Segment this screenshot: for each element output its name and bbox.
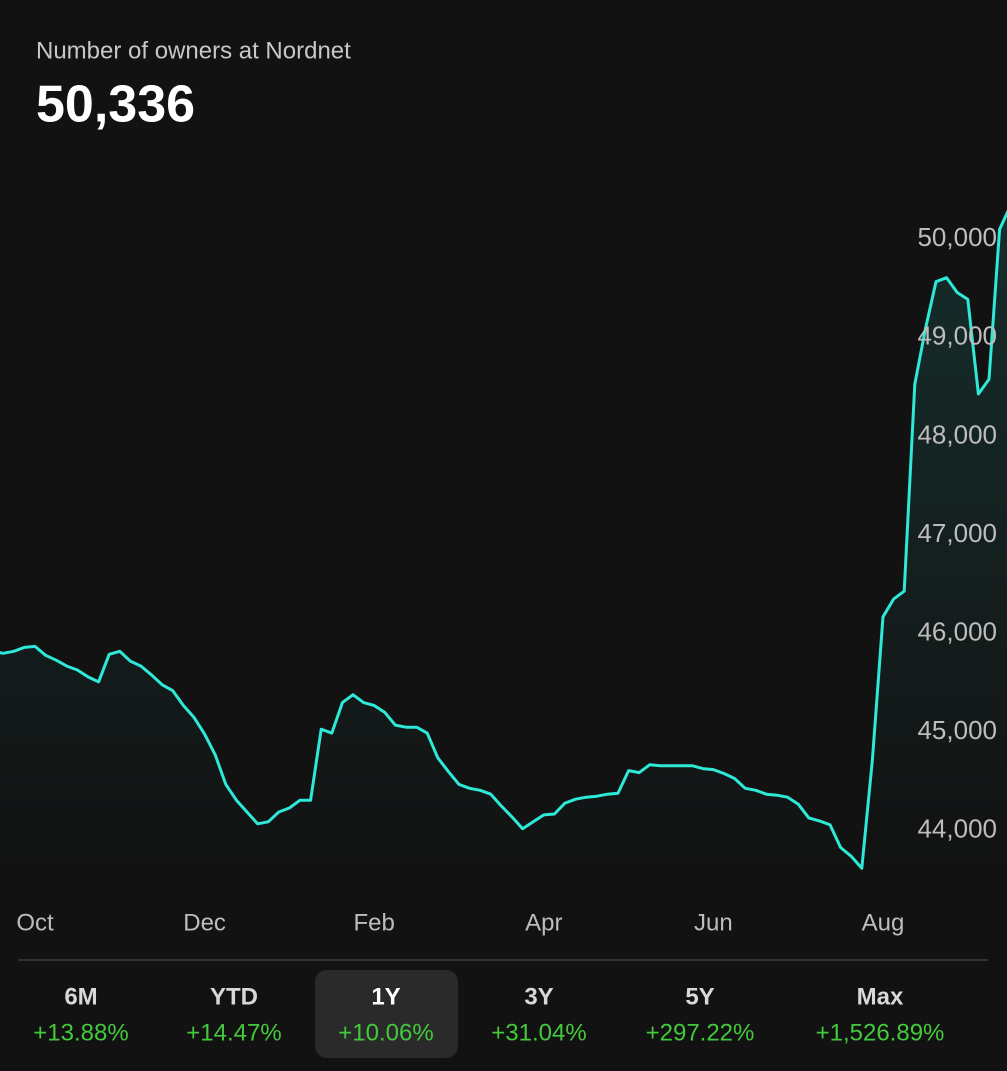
period-change[interactable]: +31.04%: [491, 1019, 586, 1046]
period-change[interactable]: +10.06%: [338, 1019, 433, 1046]
current-value: 50,336: [36, 76, 195, 134]
x-tick-label: Aug: [862, 909, 905, 936]
x-tick-label: Oct: [16, 909, 54, 936]
period-change[interactable]: +297.22%: [646, 1019, 755, 1046]
selected-tab[interactable]: [315, 970, 458, 1058]
area-fill: [0, 213, 1007, 880]
chart-title: Number of owners at Nordnet: [36, 37, 351, 64]
period-change[interactable]: +13.88%: [33, 1019, 128, 1046]
period-label[interactable]: YTD: [210, 983, 258, 1010]
period-label[interactable]: 1Y: [371, 983, 400, 1010]
period-change[interactable]: +1,526.89%: [816, 1019, 945, 1046]
y-tick-label: 44,000: [917, 814, 997, 844]
x-tick-label: Feb: [354, 909, 395, 936]
y-tick-label: 47,000: [917, 518, 997, 548]
y-tick-label: 49,000: [917, 321, 997, 351]
line: [0, 209, 1007, 870]
x-tick-label: Dec: [183, 909, 226, 936]
period-label[interactable]: 6M: [64, 983, 97, 1010]
y-tick-label: 46,000: [917, 616, 997, 646]
period-label[interactable]: Max: [857, 983, 904, 1010]
period-label[interactable]: 3Y: [524, 983, 553, 1010]
y-tick-label: 50,000: [917, 222, 997, 252]
x-tick-label: Jun: [694, 909, 733, 936]
y-tick-label: 48,000: [917, 419, 997, 449]
period-label[interactable]: 5Y: [685, 983, 714, 1010]
x-tick-label: Apr: [525, 909, 562, 936]
period-change[interactable]: +14.47%: [186, 1019, 281, 1046]
y-tick-label: 45,000: [917, 715, 997, 745]
